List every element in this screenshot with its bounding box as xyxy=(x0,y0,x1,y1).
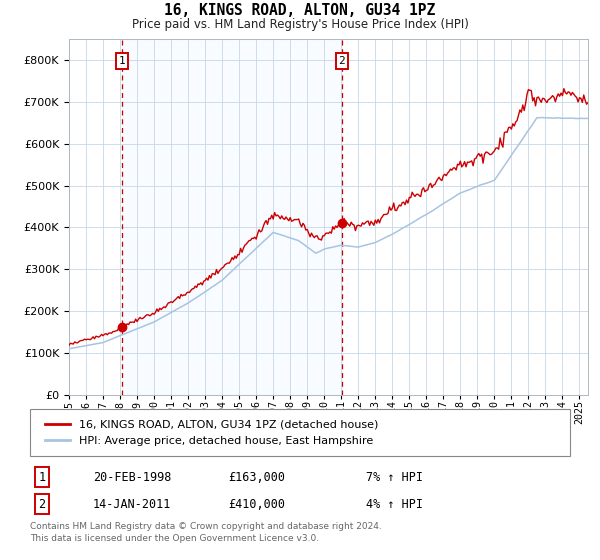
Text: Price paid vs. HM Land Registry's House Price Index (HPI): Price paid vs. HM Land Registry's House … xyxy=(131,18,469,31)
FancyBboxPatch shape xyxy=(30,409,570,456)
Text: 20-FEB-1998: 20-FEB-1998 xyxy=(93,470,172,484)
Text: 2: 2 xyxy=(38,497,46,511)
Text: 4% ↑ HPI: 4% ↑ HPI xyxy=(366,497,423,511)
Text: 14-JAN-2011: 14-JAN-2011 xyxy=(93,497,172,511)
Text: Contains HM Land Registry data © Crown copyright and database right 2024.: Contains HM Land Registry data © Crown c… xyxy=(30,522,382,531)
Text: 1: 1 xyxy=(38,470,46,484)
Text: This data is licensed under the Open Government Licence v3.0.: This data is licensed under the Open Gov… xyxy=(30,534,319,543)
Text: 1: 1 xyxy=(119,56,125,66)
Text: 16, KINGS ROAD, ALTON, GU34 1PZ: 16, KINGS ROAD, ALTON, GU34 1PZ xyxy=(164,3,436,18)
Text: £163,000: £163,000 xyxy=(228,470,285,484)
Text: £410,000: £410,000 xyxy=(228,497,285,511)
Text: 2: 2 xyxy=(338,56,346,66)
Legend: 16, KINGS ROAD, ALTON, GU34 1PZ (detached house), HPI: Average price, detached h: 16, KINGS ROAD, ALTON, GU34 1PZ (detache… xyxy=(41,415,383,450)
Bar xyxy=(122,39,342,395)
Text: 7% ↑ HPI: 7% ↑ HPI xyxy=(366,470,423,484)
